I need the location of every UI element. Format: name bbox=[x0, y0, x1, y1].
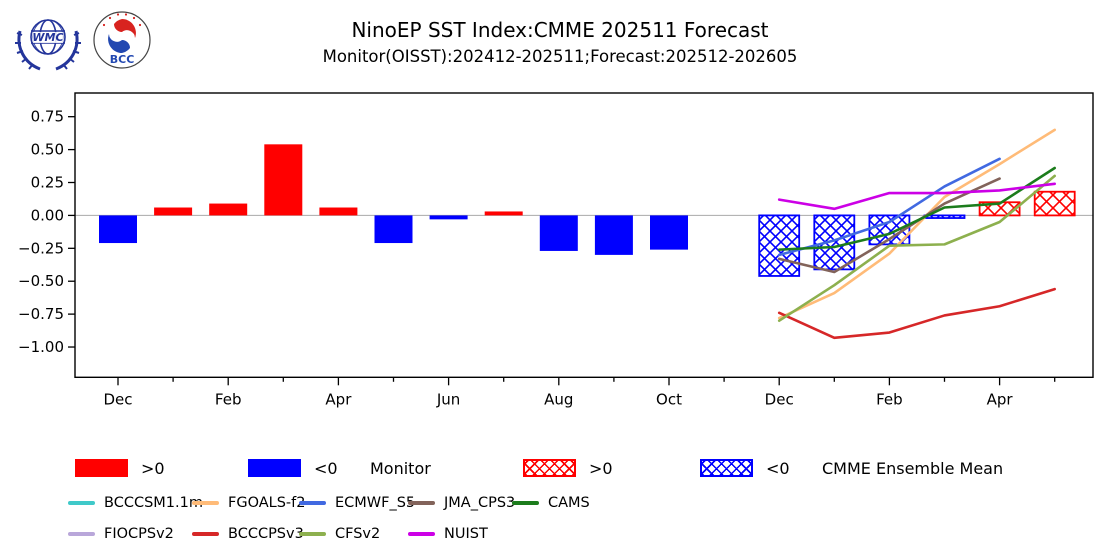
x-tick-label-12: Dec bbox=[765, 390, 794, 408]
legend-line-swatch bbox=[512, 500, 539, 506]
legend-item-cmme-ensemble-mean: CMME Ensemble Mean bbox=[822, 455, 1003, 481]
cmme-bar-Jan bbox=[813, 214, 856, 271]
legend-item-ecmwf-s5: ECMWF_S5 bbox=[299, 490, 415, 516]
legend-monitor-cmme: >0 <0 Monitor >0 <0 CMME Ensemble Mean bbox=[0, 455, 1120, 481]
legend-line-swatch bbox=[192, 531, 219, 537]
legend-label: Monitor bbox=[370, 458, 431, 478]
y-tick-label-1: 0.50 bbox=[31, 141, 64, 159]
x-tick-label-8: Aug bbox=[544, 390, 573, 408]
y-tick-label-3: 0.00 bbox=[31, 206, 64, 224]
x-tick-label-10: Oct bbox=[656, 390, 682, 408]
monitor-bar-Jul bbox=[484, 211, 523, 216]
legend-line-swatch bbox=[408, 531, 435, 537]
monitor-bar-Oct bbox=[650, 215, 688, 250]
plot-frame bbox=[74, 92, 1094, 378]
y-tick-label-7: −1.00 bbox=[18, 338, 64, 356]
y-tick-label-5: −0.50 bbox=[18, 272, 64, 290]
legend-label: ECMWF_S5 bbox=[335, 495, 416, 511]
legend-swatch bbox=[248, 459, 301, 477]
bcc-ring-characters bbox=[102, 13, 142, 27]
x-tick-label-0: Dec bbox=[103, 390, 132, 408]
model-line-JMA_CPS3 bbox=[777, 177, 1001, 274]
chart-title: NinoEP SST Index:CMME 202511 Forecast bbox=[351, 18, 769, 42]
legend-item-monitor: Monitor bbox=[370, 455, 431, 481]
monitor-bar-Apr bbox=[319, 207, 358, 216]
legend-item-bcccpsv3: BCCCPSv3 bbox=[192, 521, 304, 547]
y-tick-label-2: 0.25 bbox=[31, 174, 64, 192]
legend-item-fgoals-f2: FGOALS-f2 bbox=[192, 490, 306, 516]
legend-item-bcccsm1-1m: BCCCSM1.1m bbox=[68, 490, 203, 516]
legend-label: <0 bbox=[766, 458, 790, 478]
monitor-bar-Sep bbox=[594, 215, 633, 255]
model-line-FGOALS-f2 bbox=[777, 128, 1056, 320]
model-line-ECMWF_S5 bbox=[777, 157, 1001, 257]
cmme-bar-Dec bbox=[758, 214, 801, 277]
legend-models-row1: BCCCSM1.1m FGOALS-f2 ECMWF_S5 JMA_CPS3 CAMS bbox=[0, 490, 1120, 516]
x-tick-label-6: Jun bbox=[436, 390, 460, 408]
legend-models-row2: FIOCPSv2 BCCCPSv3 CFSv2 NUIST bbox=[0, 521, 1120, 547]
y-tick-label-4: −0.25 bbox=[18, 239, 64, 257]
legend-item--0: <0 bbox=[248, 455, 338, 481]
monitor-bar-Mar bbox=[264, 144, 303, 216]
x-tick-label-14: Feb bbox=[876, 390, 903, 408]
legend-hatch-swatch bbox=[700, 459, 753, 477]
model-line-CFSv2 bbox=[777, 174, 1056, 323]
model-line-CAMS bbox=[777, 166, 1056, 251]
legend-item--0: <0 bbox=[700, 455, 790, 481]
x-tick-label-4: Apr bbox=[325, 390, 352, 408]
legend-label: >0 bbox=[141, 458, 165, 478]
legend-item--0: >0 bbox=[523, 455, 613, 481]
bcc-logo-text: BCC bbox=[110, 53, 135, 66]
legend-label: FIOCPSv2 bbox=[104, 526, 174, 542]
legend-item-jma-cps3: JMA_CPS3 bbox=[408, 490, 515, 516]
wmc-logo: WMC bbox=[10, 9, 86, 79]
monitor-bar-Jun bbox=[429, 215, 468, 220]
legend-label: CFSv2 bbox=[335, 526, 381, 542]
bcc-swirl-red bbox=[114, 19, 136, 38]
legend-label: FGOALS-f2 bbox=[228, 495, 306, 511]
plot-area: Dec Feb Apr Jun Aug Oct Dec Feb Apr 0.75 0.50 0.25 0… bbox=[18, 92, 1094, 408]
legend-line-swatch bbox=[68, 531, 95, 537]
monitor-bar-May bbox=[374, 215, 413, 244]
chart-subtitle: Monitor(OISST):202412-202511;Forecast:20… bbox=[322, 47, 798, 66]
cmme-bar-Mar bbox=[923, 214, 966, 219]
legend-line-swatch bbox=[299, 500, 326, 506]
legend-line-swatch bbox=[408, 500, 435, 506]
legend-label: >0 bbox=[589, 458, 613, 478]
wmc-logo-text: WMC bbox=[32, 31, 63, 44]
cmme-bar-May bbox=[1033, 190, 1076, 217]
legend-hatch-swatch bbox=[523, 459, 576, 477]
x-tick-label-16: Apr bbox=[987, 390, 1014, 408]
bcc-logo: BCC bbox=[92, 7, 152, 77]
legend-label: CAMS bbox=[548, 495, 590, 511]
monitor-bar-Dec bbox=[99, 215, 137, 244]
legend-line-swatch bbox=[299, 531, 326, 537]
legend-item--0: >0 bbox=[75, 455, 165, 481]
legend-label: BCCCSM1.1m bbox=[104, 495, 203, 511]
legend-item-cams: CAMS bbox=[512, 490, 590, 516]
monitor-bar-Jan bbox=[154, 207, 193, 216]
model-line-NUIST bbox=[777, 182, 1056, 211]
monitor-bar-Feb bbox=[209, 203, 248, 216]
legend-label: CMME Ensemble Mean bbox=[822, 458, 1004, 478]
legend-label: NUIST bbox=[444, 526, 488, 542]
legend-item-cfsv2: CFSv2 bbox=[299, 521, 380, 547]
bcc-swirl-blue bbox=[108, 34, 130, 53]
y-tick-label-0: 0.75 bbox=[31, 108, 64, 126]
legend-label: <0 bbox=[314, 458, 338, 478]
legend-swatch bbox=[75, 459, 128, 477]
legend-label: JMA_CPS3 bbox=[444, 495, 516, 511]
monitor-bar-Aug bbox=[539, 215, 578, 251]
model-line-BCCCPSv3 bbox=[777, 287, 1056, 340]
y-tick-label-6: −0.75 bbox=[18, 305, 64, 323]
legend-label: BCCCPSv3 bbox=[228, 526, 304, 542]
legend-line-swatch bbox=[192, 500, 219, 506]
legend-line-swatch bbox=[68, 500, 95, 506]
legend-item-nuist: NUIST bbox=[408, 521, 488, 547]
legend-item-fiocpsv2: FIOCPSv2 bbox=[68, 521, 174, 547]
x-tick-label-2: Feb bbox=[215, 390, 242, 408]
